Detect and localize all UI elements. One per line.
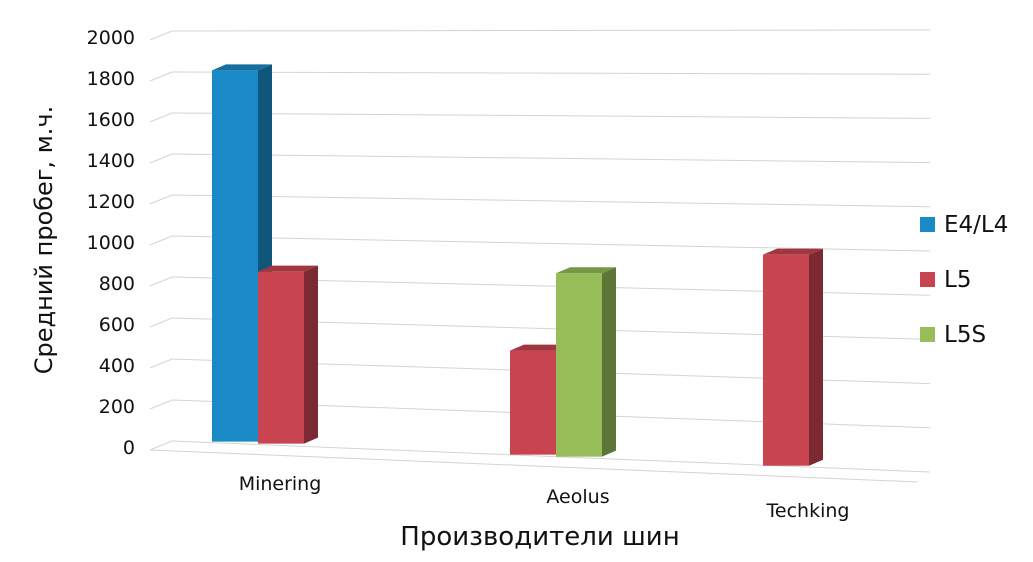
x-axis-ticks: Minering Aeolus Techking	[239, 473, 850, 522]
bar-top	[510, 344, 570, 351]
gridline-side	[149, 317, 173, 328]
y-tick-label: 1600	[87, 109, 135, 131]
x-tick-label: Techking	[766, 500, 850, 522]
bars	[212, 64, 823, 466]
legend-swatch	[920, 327, 935, 342]
bar-front	[212, 70, 258, 442]
y-tick-label: 1200	[87, 191, 135, 213]
gridline-side	[149, 399, 173, 410]
bar-front	[556, 273, 602, 457]
bar-front	[763, 254, 809, 466]
gridline-side	[149, 235, 173, 246]
gridline	[171, 71, 931, 75]
y-tick-label: 1800	[87, 68, 135, 90]
gridline	[171, 194, 931, 208]
gridline-side	[149, 194, 173, 205]
x-tick-label: Minering	[239, 473, 322, 495]
bar-top	[763, 248, 823, 255]
legend: E4/L4 L5 L5S	[920, 212, 1008, 348]
gridline	[171, 440, 931, 473]
legend-swatch	[920, 272, 935, 287]
y-axis-ticks: 0 200 400 600 800 1000 1200 1400 1600 1800 2000	[87, 27, 135, 459]
y-tick-label: 600	[99, 314, 135, 336]
y-tick-label: 400	[99, 355, 135, 377]
bar-top	[556, 267, 616, 274]
gridline-side	[149, 440, 173, 451]
gridline	[171, 112, 931, 119]
x-tick-label: Aeolus	[546, 486, 609, 508]
bar-l5	[258, 265, 318, 444]
legend-label: L5	[944, 267, 971, 293]
bar-side	[809, 248, 823, 466]
legend-label: L5S	[944, 322, 986, 348]
bar-top	[258, 265, 318, 272]
x-axis-title: Производители шин	[400, 522, 679, 552]
gridline	[171, 235, 931, 252]
gridline-side	[149, 112, 173, 123]
gridline-side	[149, 153, 173, 164]
bar-front	[510, 350, 556, 455]
gridline	[171, 153, 931, 164]
bar-side	[304, 265, 318, 444]
bar-l5s	[556, 267, 616, 457]
y-tick-label: 2000	[87, 27, 135, 49]
legend-swatch	[920, 217, 935, 232]
bar-front	[258, 271, 304, 444]
y-tick-label: 1000	[87, 232, 135, 254]
bar-side	[602, 267, 616, 457]
legend-label: E4/L4	[944, 212, 1008, 238]
bar-top	[212, 64, 272, 71]
floor-edge	[149, 449, 919, 483]
y-tick-label: 800	[99, 273, 135, 295]
gridline-side	[149, 30, 173, 41]
y-tick-label: 200	[99, 396, 135, 418]
bar-l5	[763, 248, 823, 466]
y-axis-title: Средний пробег, м.ч.	[30, 106, 58, 374]
gridline	[171, 29, 931, 32]
gridline-side	[149, 358, 173, 369]
gridline-side	[149, 71, 173, 82]
y-tick-label: 1400	[87, 150, 135, 172]
y-tick-label: 0	[123, 437, 135, 459]
gridline-side	[149, 276, 173, 287]
